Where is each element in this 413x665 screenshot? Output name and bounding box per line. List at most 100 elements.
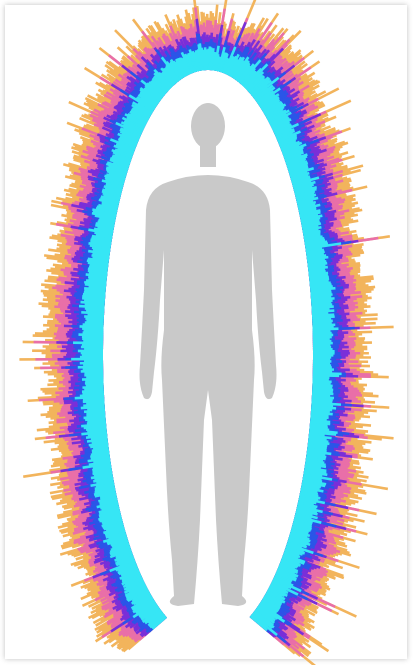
aura-ray: [286, 160, 308, 170]
aura-ray: [287, 539, 308, 549]
aura-ray: [282, 554, 305, 565]
aura-ray: [85, 426, 107, 432]
aura-ray: [276, 568, 297, 579]
aura-ray: [290, 530, 308, 539]
aura-ray: [121, 571, 141, 583]
aura-ray: [101, 179, 124, 188]
aura-ray: [103, 185, 123, 193]
aura-ray: [112, 161, 130, 169]
aura-ray: [310, 295, 332, 300]
aura-ray: [283, 551, 299, 560]
aura-ray: [92, 208, 117, 216]
aura-ray: [116, 554, 134, 563]
aura-ray: [295, 193, 317, 201]
aura-ray: [118, 558, 136, 567]
aura-ray: [98, 218, 116, 225]
aura-ray: [287, 538, 307, 547]
aura-ray: [106, 536, 128, 546]
aura-ray: [308, 268, 326, 273]
aura-ray: [270, 117, 291, 129]
aura-ray: [278, 564, 299, 575]
aura-ray: [104, 187, 122, 194]
aura-ray: [277, 133, 298, 144]
aura-ray: [120, 567, 140, 578]
aura-ray: [94, 214, 116, 222]
aura-ray: [86, 437, 108, 443]
aura-ray: [86, 319, 104, 323]
aura-ray: [311, 301, 332, 306]
aura-rays: [19, 0, 394, 665]
aura-ray: [292, 522, 312, 531]
aura-ray: [287, 161, 309, 171]
aura-ray: [309, 420, 331, 426]
aura-ray: [303, 469, 328, 477]
aura-ray: [294, 187, 317, 196]
aura-ray: [273, 124, 293, 135]
aura-ray: [312, 371, 342, 376]
aura-ray: [99, 196, 120, 204]
aura-ray: [103, 194, 121, 201]
aura-ray: [269, 111, 292, 125]
aura-ray: [105, 162, 129, 172]
aura-ray: [268, 586, 286, 598]
aura-ray: [288, 165, 309, 174]
aura-ray: [91, 236, 112, 243]
aura-ray: [312, 333, 334, 337]
aura-ray: [288, 535, 310, 544]
aura-ray: [115, 550, 133, 559]
aura-ray: [270, 116, 290, 128]
aura-ray: [104, 527, 125, 536]
aura-ray: [83, 403, 105, 408]
neck: [200, 145, 216, 167]
aura-ray: [298, 499, 315, 506]
aura-ray: [311, 311, 329, 316]
aura-ray: [109, 548, 132, 559]
aura-ray: [290, 173, 309, 182]
aura-ray: [275, 570, 297, 582]
aura-ray: [280, 560, 298, 569]
aura-ray: [92, 248, 111, 254]
aura-ray: [307, 258, 326, 264]
aura-ray: [91, 439, 109, 445]
aura-ray: [91, 246, 111, 252]
aura-ray: [300, 485, 324, 493]
aura-ray: [305, 456, 324, 462]
aura-ray: [307, 445, 327, 451]
aura-ray: [86, 410, 106, 415]
aura-ray: [119, 569, 140, 580]
aura-ray: [309, 277, 330, 283]
aura-ray: [82, 397, 105, 402]
aura-ray: [298, 496, 326, 505]
aura-ray: [298, 208, 317, 215]
aura-ray: [85, 383, 104, 387]
aura-ray: [287, 163, 308, 173]
aura-ray: [283, 149, 304, 159]
aura-ray: [274, 574, 292, 585]
aura-ray: [271, 118, 292, 130]
aura-ray: [82, 462, 112, 470]
aura-ray: [281, 143, 307, 155]
aura-ray: [90, 452, 110, 459]
aura-ray: [279, 561, 296, 570]
aura-ray: [86, 259, 109, 265]
aura-ray: [90, 238, 112, 245]
aura-ray: [304, 240, 328, 247]
aura-ray: [126, 115, 146, 128]
aura-ray: [101, 516, 122, 524]
aura-ray: [290, 529, 311, 538]
aura-ray: [84, 321, 104, 325]
aura-ray: [125, 585, 148, 599]
aura-ray: [87, 257, 109, 263]
aura-ray: [84, 288, 106, 294]
aura-ray: [299, 213, 319, 220]
aura-ray: [104, 176, 125, 185]
aura-ray: [106, 535, 128, 544]
aura-ray: [303, 473, 333, 481]
aura-ray: [292, 176, 320, 187]
aura-ray: [124, 113, 147, 126]
aura-ray: [272, 577, 302, 593]
body: [139, 175, 277, 606]
aura-ray: [88, 228, 114, 236]
aura-ray: [309, 275, 329, 281]
aura-ray: [103, 525, 125, 535]
